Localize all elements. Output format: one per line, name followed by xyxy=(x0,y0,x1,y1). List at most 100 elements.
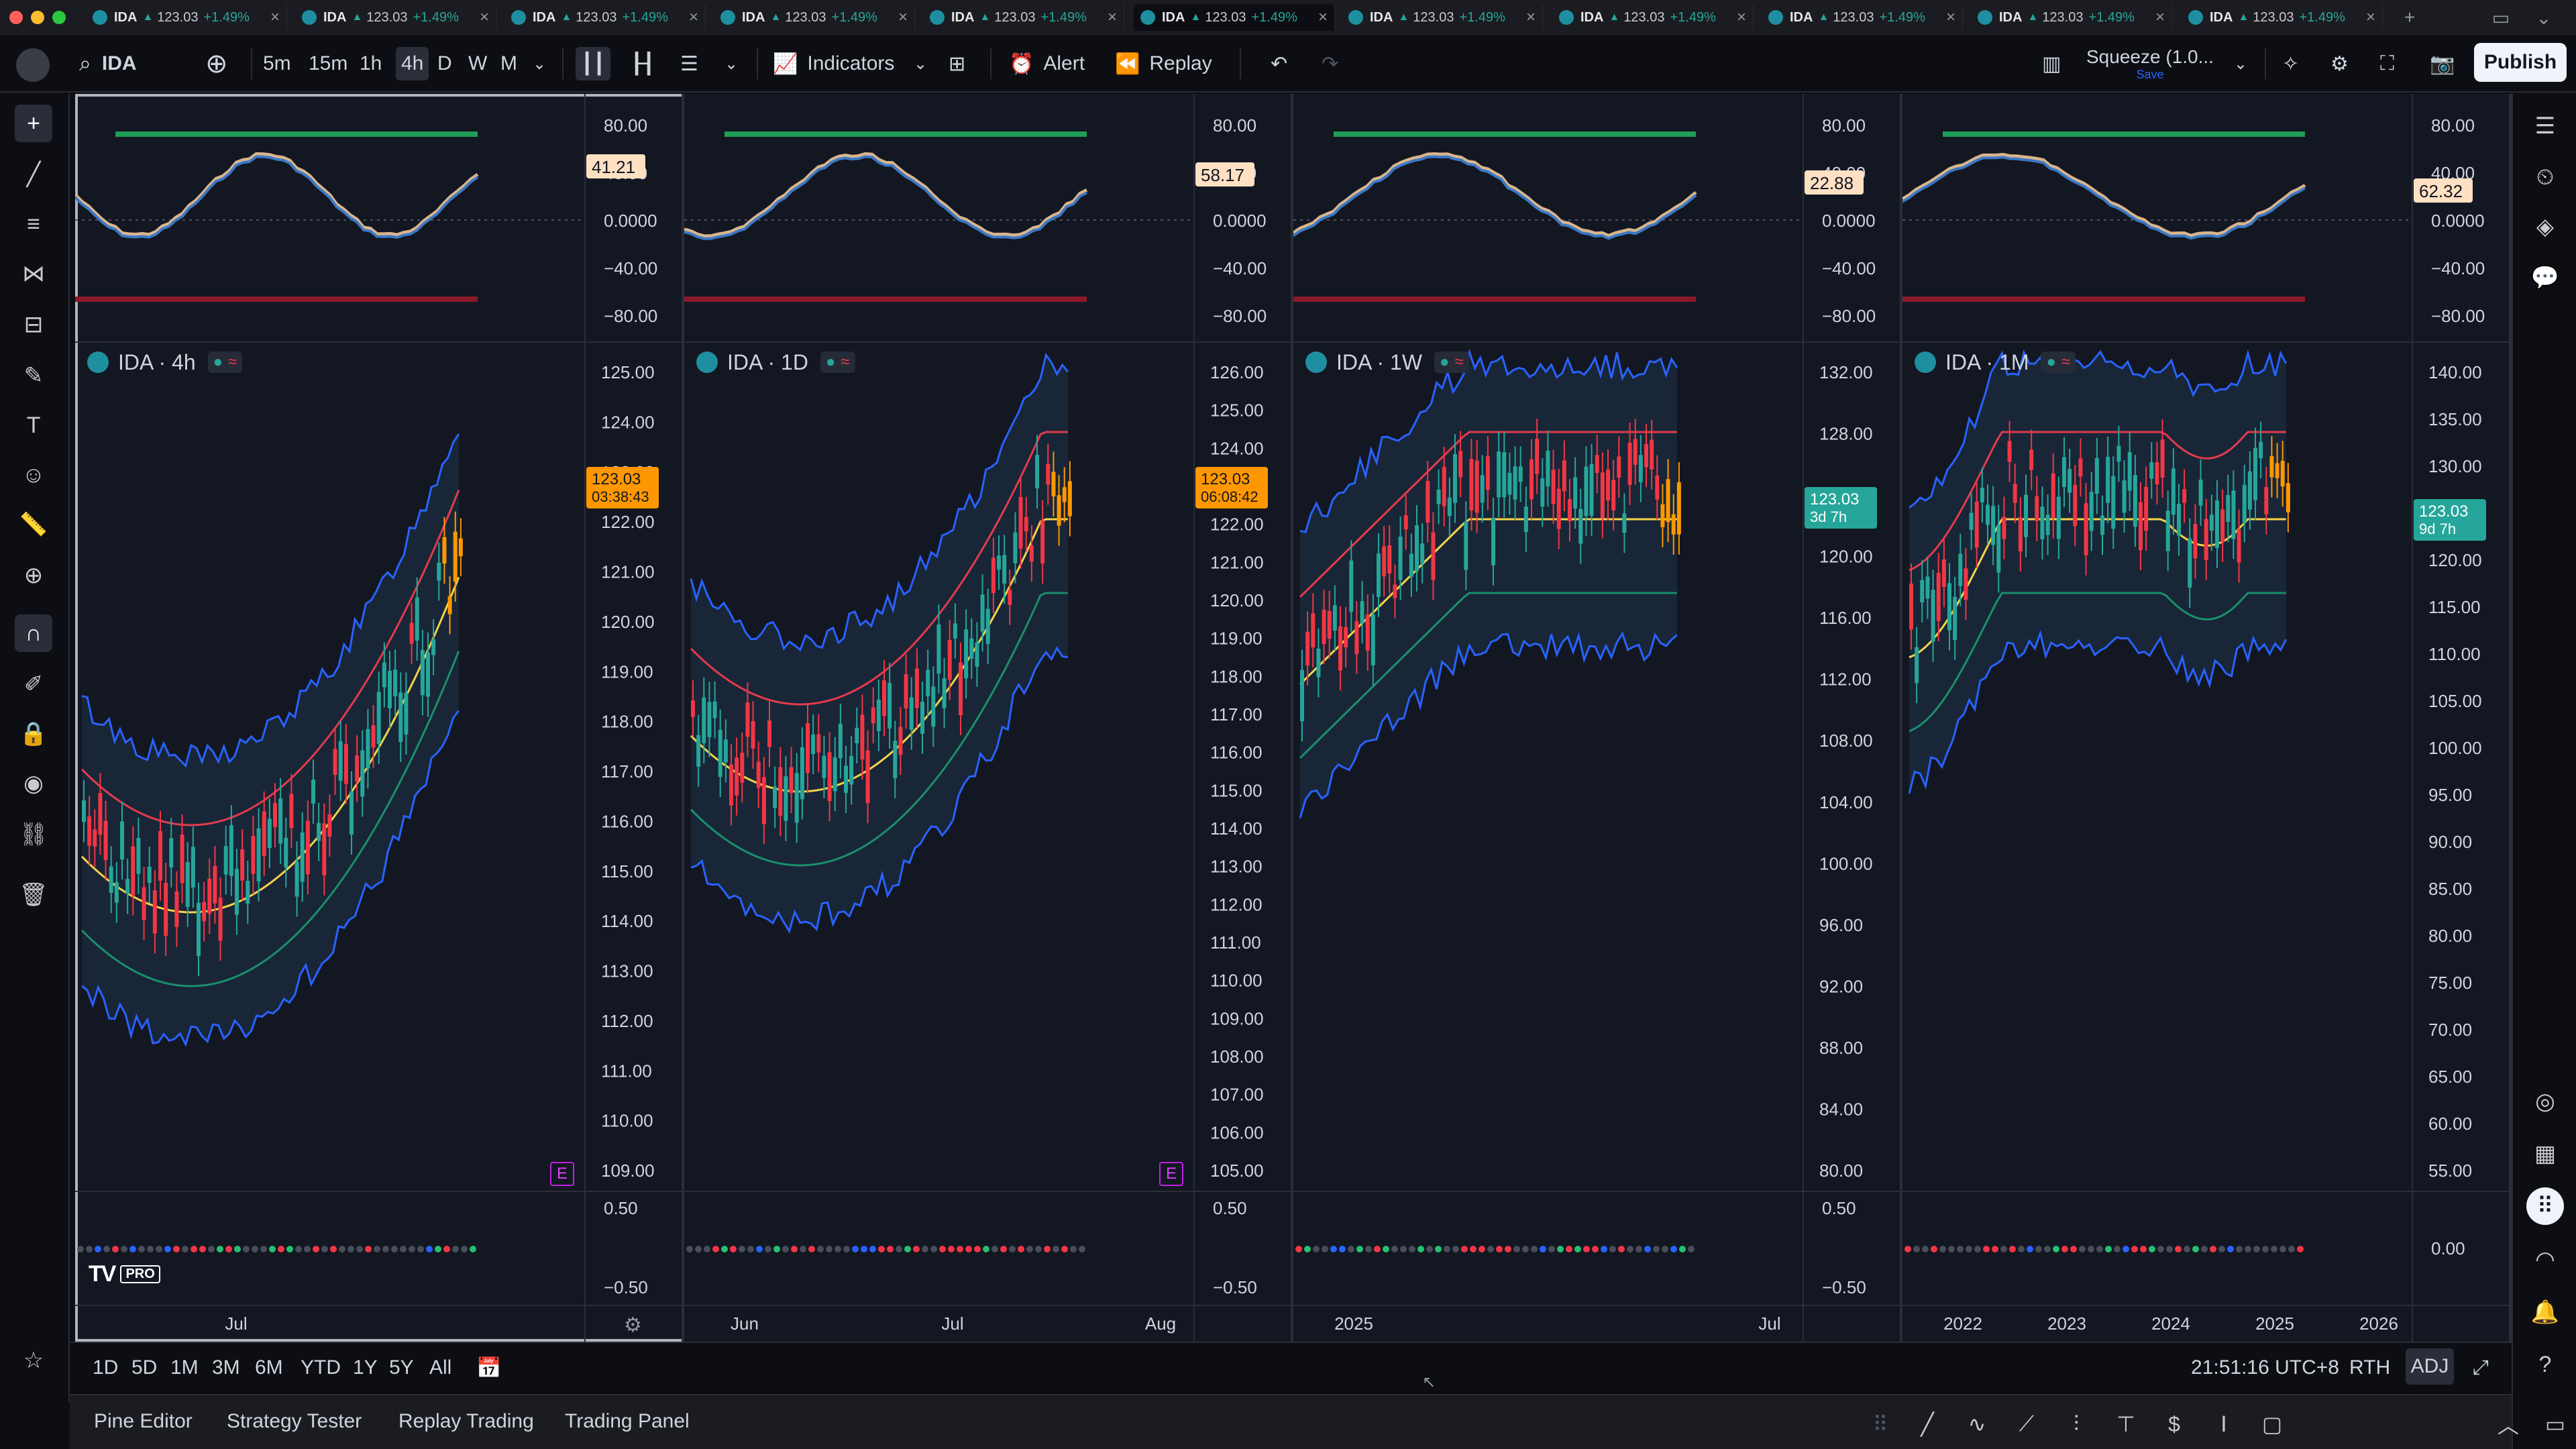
interval-4h[interactable]: 4h xyxy=(396,47,429,80)
eye-icon[interactable]: ◉ xyxy=(23,771,44,796)
maximize-panel-icon[interactable]: ▭ xyxy=(2544,1412,2566,1436)
go-to-date-icon[interactable]: 📅 xyxy=(476,1357,502,1379)
favorites-star-icon[interactable]: ☆ xyxy=(23,1348,44,1373)
session-toggle[interactable]: RTH xyxy=(2349,1356,2391,1379)
chart-type-icon[interactable]: ☰ xyxy=(680,52,698,75)
chart-legend[interactable]: IDA · 1D ● ≈ xyxy=(696,347,855,377)
range-1y[interactable]: 1Y xyxy=(353,1356,378,1379)
close-tab-icon[interactable]: × xyxy=(1318,8,1328,26)
bars-style-icon[interactable]: ┠┨ xyxy=(631,52,655,75)
line-tool-icon[interactable]: ╱ xyxy=(1921,1412,1934,1436)
rectangle-icon[interactable]: ▢ xyxy=(2261,1412,2283,1436)
close-tab-icon[interactable]: × xyxy=(270,8,280,26)
compare-symbol-icon[interactable]: ⊕ xyxy=(205,49,228,78)
adj-button[interactable]: ADJ xyxy=(2406,1348,2454,1385)
chart-canvas[interactable]: 80.0040.000.0000−40.00−80.0062.32140.001… xyxy=(1902,94,2512,1342)
crosshair-icon[interactable]: + xyxy=(15,105,52,142)
interval-5m[interactable]: 5m xyxy=(263,52,291,74)
avatar[interactable] xyxy=(16,48,50,82)
chart-canvas[interactable]: 80.0040.000.0000−40.00−80.0058.17126.001… xyxy=(684,94,1293,1342)
clock-timezone[interactable]: 21:51:16 UTC+8 xyxy=(2191,1356,2339,1379)
broadcast-icon[interactable]: ◠ xyxy=(2535,1247,2555,1273)
alert-button[interactable]: ⏰ Alert xyxy=(1009,47,1085,80)
browser-tab[interactable]: IDA ▲ 123.03 +1.49% × xyxy=(504,4,706,31)
close-tab-icon[interactable]: × xyxy=(1945,8,1955,26)
link-icon[interactable]: ⛓ xyxy=(19,822,48,847)
sidebar-toggle-icon[interactable]: ▭ xyxy=(2491,7,2510,28)
browser-tab[interactable]: IDA ▲ 123.03 +1.49% × xyxy=(1762,4,1963,31)
browser-tab[interactable]: IDA ▲ 123.03 +1.49% × xyxy=(1971,4,2172,31)
help-icon[interactable]: ? xyxy=(2538,1351,2552,1377)
range-ytd[interactable]: YTD xyxy=(301,1356,341,1379)
range-5y[interactable]: 5Y xyxy=(389,1356,414,1379)
range-6m[interactable]: 6M xyxy=(255,1356,283,1379)
close-tab-icon[interactable]: × xyxy=(1107,8,1117,26)
templates-icon[interactable]: ⊞ xyxy=(949,52,966,75)
panel-tab-strategy-tester[interactable]: Strategy Tester xyxy=(227,1410,362,1432)
redo-icon[interactable]: ↷ xyxy=(1322,52,1339,75)
price-label-icon[interactable]: $ xyxy=(2168,1411,2180,1436)
notifications-bell-icon[interactable]: 🔔 xyxy=(2530,1299,2560,1325)
quick-search-icon[interactable]: ✧ xyxy=(2282,52,2300,75)
zoom-in-icon[interactable]: ⊕ xyxy=(23,563,44,588)
layout-save-button[interactable]: Squeeze (1.0... Save xyxy=(2086,43,2214,85)
panel-tab-pine-editor[interactable]: Pine Editor xyxy=(94,1410,193,1432)
chart-pane[interactable]: 80.0040.000.0000−40.00−80.0041.21125.001… xyxy=(75,94,684,1342)
chart-type-dropdown-icon[interactable]: ⌄ xyxy=(724,54,739,73)
object-tree-icon[interactable]: ◈ xyxy=(2536,214,2555,239)
browser-tab[interactable]: IDA ▲ 123.03 +1.49% × xyxy=(923,4,1124,31)
replay-button[interactable]: ⏪ Replay xyxy=(1115,47,1212,80)
trash-icon[interactable]: 🗑 xyxy=(19,882,48,908)
chart-pane[interactable]: 80.0040.000.0000−40.00−80.0058.17126.001… xyxy=(684,94,1293,1342)
tab-menu-icon[interactable]: ⌄ xyxy=(2536,7,2552,28)
settings-gear-icon[interactable]: ⚙ xyxy=(2330,52,2349,75)
forecast-icon[interactable]: ⊟ xyxy=(23,312,44,337)
browser-tab[interactable]: IDA ▲ 123.03 +1.49% × xyxy=(714,4,915,31)
lock-icon[interactable]: 🔒 xyxy=(19,721,48,747)
brush-icon[interactable]: ✎ xyxy=(23,363,44,388)
drag-handle-icon[interactable]: ⠿ xyxy=(1872,1412,1888,1436)
interval-dropdown-icon[interactable]: ⌄ xyxy=(533,54,547,73)
indicators-dropdown-icon[interactable]: ⌄ xyxy=(914,54,928,73)
browser-tab[interactable]: IDA ▲ 123.03 +1.49% × xyxy=(86,4,287,31)
chart-legend[interactable]: IDA · 4h ● ≈ xyxy=(87,347,243,377)
watchlist-icon[interactable]: ☰ xyxy=(2534,113,2556,139)
close-tab-icon[interactable]: × xyxy=(898,8,908,26)
browser-tab[interactable]: IDA ▲ 123.03 +1.49% × xyxy=(2182,4,2383,31)
undo-icon[interactable]: ↶ xyxy=(1271,52,1288,75)
legend-status-icon[interactable]: ● ≈ xyxy=(1434,352,1469,373)
browser-tab[interactable]: IDA ▲ 123.03 +1.49% × xyxy=(295,4,496,31)
chat-icon[interactable]: 💬 xyxy=(2530,265,2560,290)
collapse-panel-icon[interactable]: ︿ xyxy=(2497,1413,2519,1438)
range-5d[interactable]: 5D xyxy=(131,1356,158,1379)
apps-grid-icon[interactable]: ⠿ xyxy=(2526,1187,2564,1225)
range-1d[interactable]: 1D xyxy=(93,1356,119,1379)
close-tab-icon[interactable]: × xyxy=(1525,8,1536,26)
candles-style-icon[interactable]: ┃┃ xyxy=(576,47,611,80)
legend-status-icon[interactable]: ● ≈ xyxy=(2041,352,2076,373)
chart-legend[interactable]: IDA · 1W ● ≈ xyxy=(1305,347,1469,377)
earnings-badge[interactable]: E xyxy=(550,1162,574,1186)
curve-tool-icon[interactable]: ∿ xyxy=(1968,1412,1986,1436)
range-1m[interactable]: 1M xyxy=(170,1356,199,1379)
chart-settings-gear-icon[interactable]: ⚙ xyxy=(624,1314,642,1336)
horizontal-lines-icon[interactable]: ≡ xyxy=(27,211,40,237)
path-tool-icon[interactable]: ⟋ xyxy=(2019,1411,2035,1436)
interval-m[interactable]: M xyxy=(500,52,517,74)
text-box-icon[interactable]: ⊤ xyxy=(2116,1412,2135,1436)
panel-tab-replay-trading[interactable]: Replay Trading xyxy=(398,1410,534,1432)
range-3m[interactable]: 3M xyxy=(212,1356,240,1379)
chart-pane[interactable]: 80.00 40.00 0.0000 −40.00 −80.00 62.32 140.00 1… xyxy=(1902,94,2512,1342)
browser-tab[interactable]: IDA ▲ 123.03 +1.49% × xyxy=(1552,4,1754,31)
close-tab-icon[interactable]: × xyxy=(688,8,698,26)
magnet-icon[interactable]: ∩ xyxy=(15,614,52,652)
earnings-badge[interactable]: E xyxy=(1159,1162,1183,1186)
browser-tab[interactable]: IDA ▲ 123.03 +1.49% × xyxy=(1134,4,1335,31)
layout-dropdown-icon[interactable]: ⌄ xyxy=(2234,54,2248,73)
range-all[interactable]: All xyxy=(429,1356,452,1379)
browser-tab[interactable]: IDA ▲ 123.03 +1.49% × xyxy=(1342,4,1543,31)
maximize-icon[interactable]: ⤢ xyxy=(2473,1356,2489,1379)
chart-canvas[interactable]: 80.0040.000.0000−40.00−80.0041.21125.001… xyxy=(75,94,684,1342)
calendar-icon[interactable]: ▦ xyxy=(2534,1141,2557,1167)
close-tab-icon[interactable]: × xyxy=(2365,8,2375,26)
